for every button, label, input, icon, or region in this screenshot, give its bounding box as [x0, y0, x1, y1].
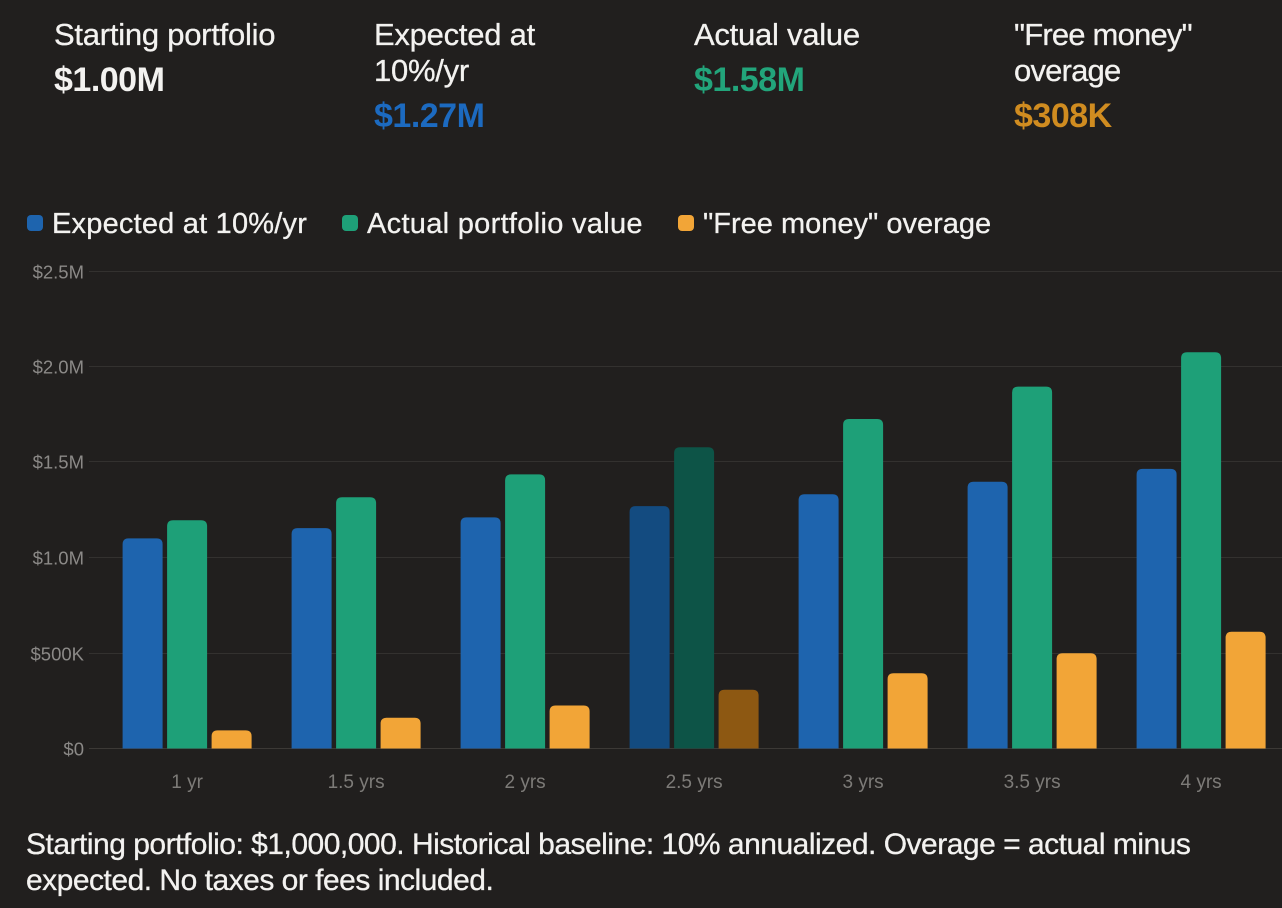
svg-text:1 yr: 1 yr [171, 772, 203, 793]
svg-text:$2.0M: $2.0M [33, 357, 84, 378]
svg-text:$500K: $500K [31, 644, 85, 665]
svg-text:$0: $0 [63, 739, 84, 760]
svg-text:2.5 yrs: 2.5 yrs [666, 772, 723, 793]
svg-text:3.5 yrs: 3.5 yrs [1004, 772, 1061, 793]
svg-text:2 yrs: 2 yrs [505, 772, 546, 793]
svg-text:1.5 yrs: 1.5 yrs [328, 772, 385, 793]
svg-text:$2.5M: $2.5M [33, 262, 84, 283]
svg-text:4 yrs: 4 yrs [1181, 772, 1222, 793]
svg-text:3 yrs: 3 yrs [843, 772, 884, 793]
svg-text:$1.0M: $1.0M [33, 548, 84, 569]
svg-text:$1.5M: $1.5M [33, 452, 84, 473]
